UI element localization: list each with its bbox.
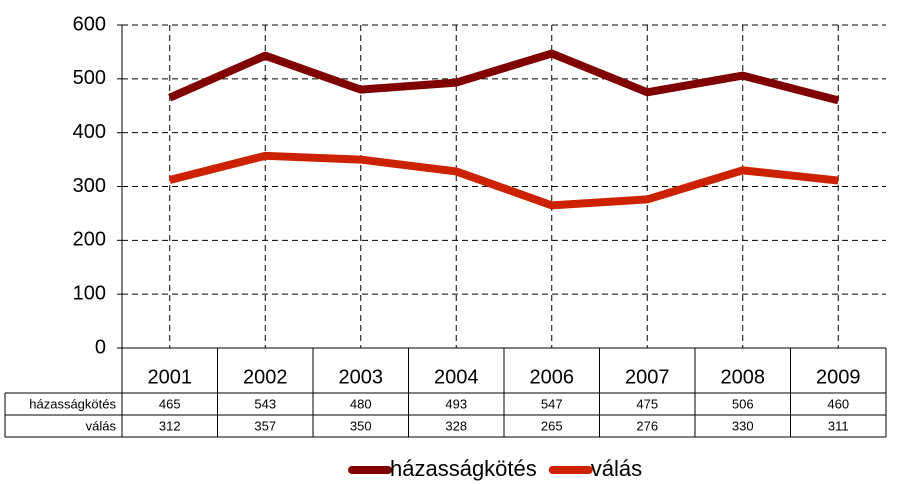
table-cell: 543: [254, 396, 276, 411]
x-tick-label: 2008: [721, 366, 766, 388]
x-tick-label: 2006: [530, 366, 575, 388]
table-row-header: házasságkötés: [29, 396, 116, 411]
table-cell: 328: [445, 418, 467, 433]
series-line: [168, 151, 839, 210]
table-cell: 460: [827, 396, 849, 411]
table-cell: 493: [445, 396, 467, 411]
x-tick-label: 2004: [434, 366, 479, 388]
table-cell: 350: [350, 418, 372, 433]
table-cell: 547: [541, 396, 563, 411]
table-cell: 506: [732, 396, 754, 411]
x-tick-label: 2001: [148, 366, 193, 388]
table-cell: 475: [636, 396, 658, 411]
y-tick-label: 0: [95, 336, 106, 358]
series-line: [168, 49, 840, 105]
x-tick-label: 2007: [625, 366, 670, 388]
table-cell: 311: [828, 418, 849, 433]
legend-label: válás: [591, 456, 642, 481]
table-cell: 480: [350, 396, 372, 411]
x-tick-label: 2009: [816, 366, 861, 388]
table-cell: 465: [159, 396, 181, 411]
y-tick-label: 200: [73, 229, 106, 251]
y-tick-label: 100: [73, 282, 106, 304]
y-tick-label: 600: [73, 13, 106, 35]
x-tick-label: 2002: [243, 366, 288, 388]
y-tick-label: 500: [73, 67, 106, 89]
table-row-header: válás: [86, 418, 117, 433]
table-cell: 330: [732, 418, 754, 433]
y-tick-label: 400: [73, 121, 106, 143]
table-cell: 312: [159, 418, 181, 433]
legend-label: házasságkötés: [390, 456, 537, 481]
table-cell: 276: [636, 418, 658, 433]
y-tick-label: 300: [73, 175, 106, 197]
x-tick-label: 2003: [339, 366, 384, 388]
table-cell: 265: [541, 418, 563, 433]
table-cell: 357: [254, 418, 276, 433]
